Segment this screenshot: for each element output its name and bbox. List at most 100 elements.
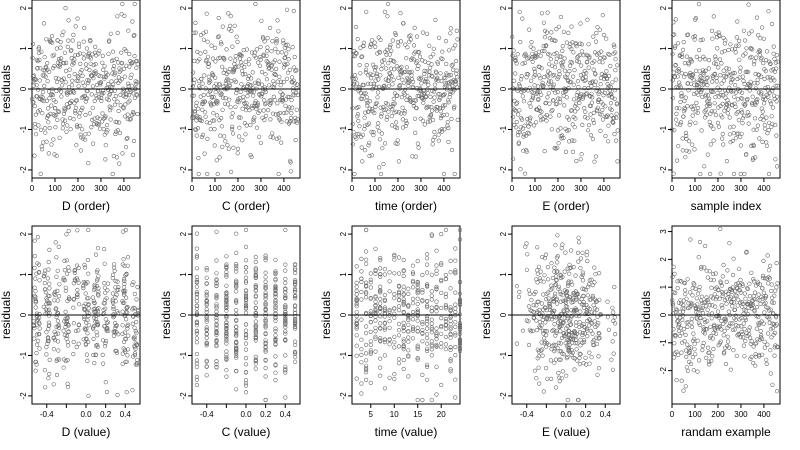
data-point (283, 331, 288, 336)
data-point (683, 130, 689, 135)
data-point (119, 60, 124, 65)
data-point (192, 77, 197, 82)
data-point (610, 367, 616, 372)
data-point (218, 92, 223, 98)
data-point (273, 294, 278, 299)
data-point (60, 117, 65, 122)
data-point (257, 134, 262, 139)
data-point (441, 103, 446, 108)
data-point (738, 65, 743, 70)
data-point (772, 56, 777, 62)
data-point (585, 293, 590, 298)
data-point (224, 302, 229, 307)
data-point (363, 70, 368, 75)
data-point (47, 69, 52, 74)
data-point (556, 284, 562, 289)
data-point (535, 356, 540, 361)
data-point (600, 13, 605, 18)
data-point (696, 47, 702, 53)
data-point (415, 318, 420, 323)
data-point (243, 341, 249, 346)
data-point (756, 32, 761, 38)
data-point (35, 261, 40, 266)
data-point (35, 65, 40, 71)
data-point (548, 358, 554, 363)
data-point (198, 32, 204, 38)
data-point (564, 293, 570, 298)
y-tick-label: 2 (499, 231, 508, 236)
data-point (65, 339, 70, 345)
data-point (67, 268, 72, 273)
data-point (273, 283, 278, 288)
data-point (598, 55, 603, 61)
data-point (744, 46, 749, 51)
x-tick-label: 0.0 (560, 410, 572, 419)
data-point (359, 352, 364, 358)
data-point (384, 66, 389, 71)
data-point (410, 301, 416, 306)
data-point (760, 296, 765, 301)
data-point (429, 344, 434, 349)
data-point (123, 337, 128, 342)
data-point (214, 98, 219, 103)
data-point (84, 337, 89, 342)
data-point (218, 133, 223, 138)
data-point (359, 297, 364, 302)
data-point (439, 113, 444, 119)
data-point (42, 83, 47, 89)
data-point (60, 33, 65, 38)
data-point (111, 329, 116, 334)
data-point (682, 60, 688, 66)
data-point (234, 339, 239, 344)
data-point (735, 110, 740, 115)
data-point (738, 171, 743, 177)
data-point (376, 121, 381, 126)
data-point (775, 344, 780, 349)
data-point (415, 397, 420, 403)
data-point (443, 326, 449, 331)
data-point (530, 95, 536, 100)
data-point (401, 366, 406, 372)
data-point (746, 31, 752, 36)
data-point (401, 268, 406, 273)
data-point (219, 115, 224, 121)
data-point (293, 138, 298, 143)
data-point (723, 318, 728, 323)
data-point (102, 261, 107, 266)
data-point (578, 157, 583, 162)
data-point (36, 270, 42, 275)
data-point (82, 137, 88, 142)
data-point (78, 61, 83, 67)
data-point (595, 314, 600, 320)
data-point (775, 83, 780, 88)
data-point (770, 86, 776, 91)
data-point (457, 346, 463, 352)
data-point (528, 115, 533, 120)
x-tick-label: 0.2 (580, 410, 592, 419)
data-point (396, 43, 401, 49)
data-point (553, 385, 559, 390)
data-point (448, 322, 453, 327)
data-point (420, 58, 425, 63)
data-point (406, 339, 411, 344)
data-point (293, 326, 298, 331)
data-point (243, 298, 249, 303)
data-point (292, 81, 298, 86)
data-point (589, 84, 594, 89)
data-point (520, 328, 526, 333)
data-point (727, 125, 733, 130)
data-point (92, 360, 97, 366)
data-point (427, 69, 432, 74)
data-point (370, 38, 375, 43)
data-point (445, 80, 450, 86)
data-point (113, 323, 118, 329)
data-point (127, 51, 132, 57)
data-point (75, 294, 80, 300)
data-point (712, 109, 717, 114)
data-point (573, 273, 578, 278)
data-point (271, 135, 276, 140)
data-point (412, 25, 417, 31)
data-point (751, 277, 756, 282)
data-point (544, 30, 550, 35)
data-point (547, 302, 552, 307)
